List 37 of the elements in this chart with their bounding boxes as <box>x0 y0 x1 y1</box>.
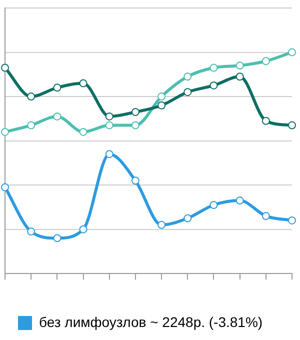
point <box>105 112 114 120</box>
point <box>1 183 9 192</box>
point <box>1 128 9 136</box>
point <box>158 92 166 101</box>
point <box>236 72 244 81</box>
point <box>158 101 166 110</box>
point <box>288 121 296 130</box>
point <box>210 200 218 209</box>
point <box>236 62 244 70</box>
point <box>184 214 192 222</box>
point <box>27 228 36 236</box>
point <box>53 112 62 120</box>
point <box>262 212 270 220</box>
point <box>105 150 114 158</box>
point <box>27 92 36 101</box>
point <box>105 121 114 130</box>
point <box>184 72 192 81</box>
point <box>79 225 88 234</box>
point <box>158 220 166 229</box>
point <box>236 196 244 205</box>
point <box>288 216 296 224</box>
point <box>288 48 296 56</box>
point <box>262 116 270 125</box>
point <box>131 108 140 116</box>
point <box>131 176 140 185</box>
point <box>131 121 140 130</box>
legend-label: без лимфоузлов ~ 2248р. (-3.81%) <box>39 314 263 330</box>
point <box>79 79 88 88</box>
point <box>53 234 62 242</box>
point <box>27 121 36 130</box>
point <box>262 57 270 66</box>
point <box>184 88 192 96</box>
point <box>210 64 218 72</box>
point <box>53 84 62 92</box>
point <box>79 128 88 136</box>
point <box>210 81 218 90</box>
point <box>1 64 9 72</box>
